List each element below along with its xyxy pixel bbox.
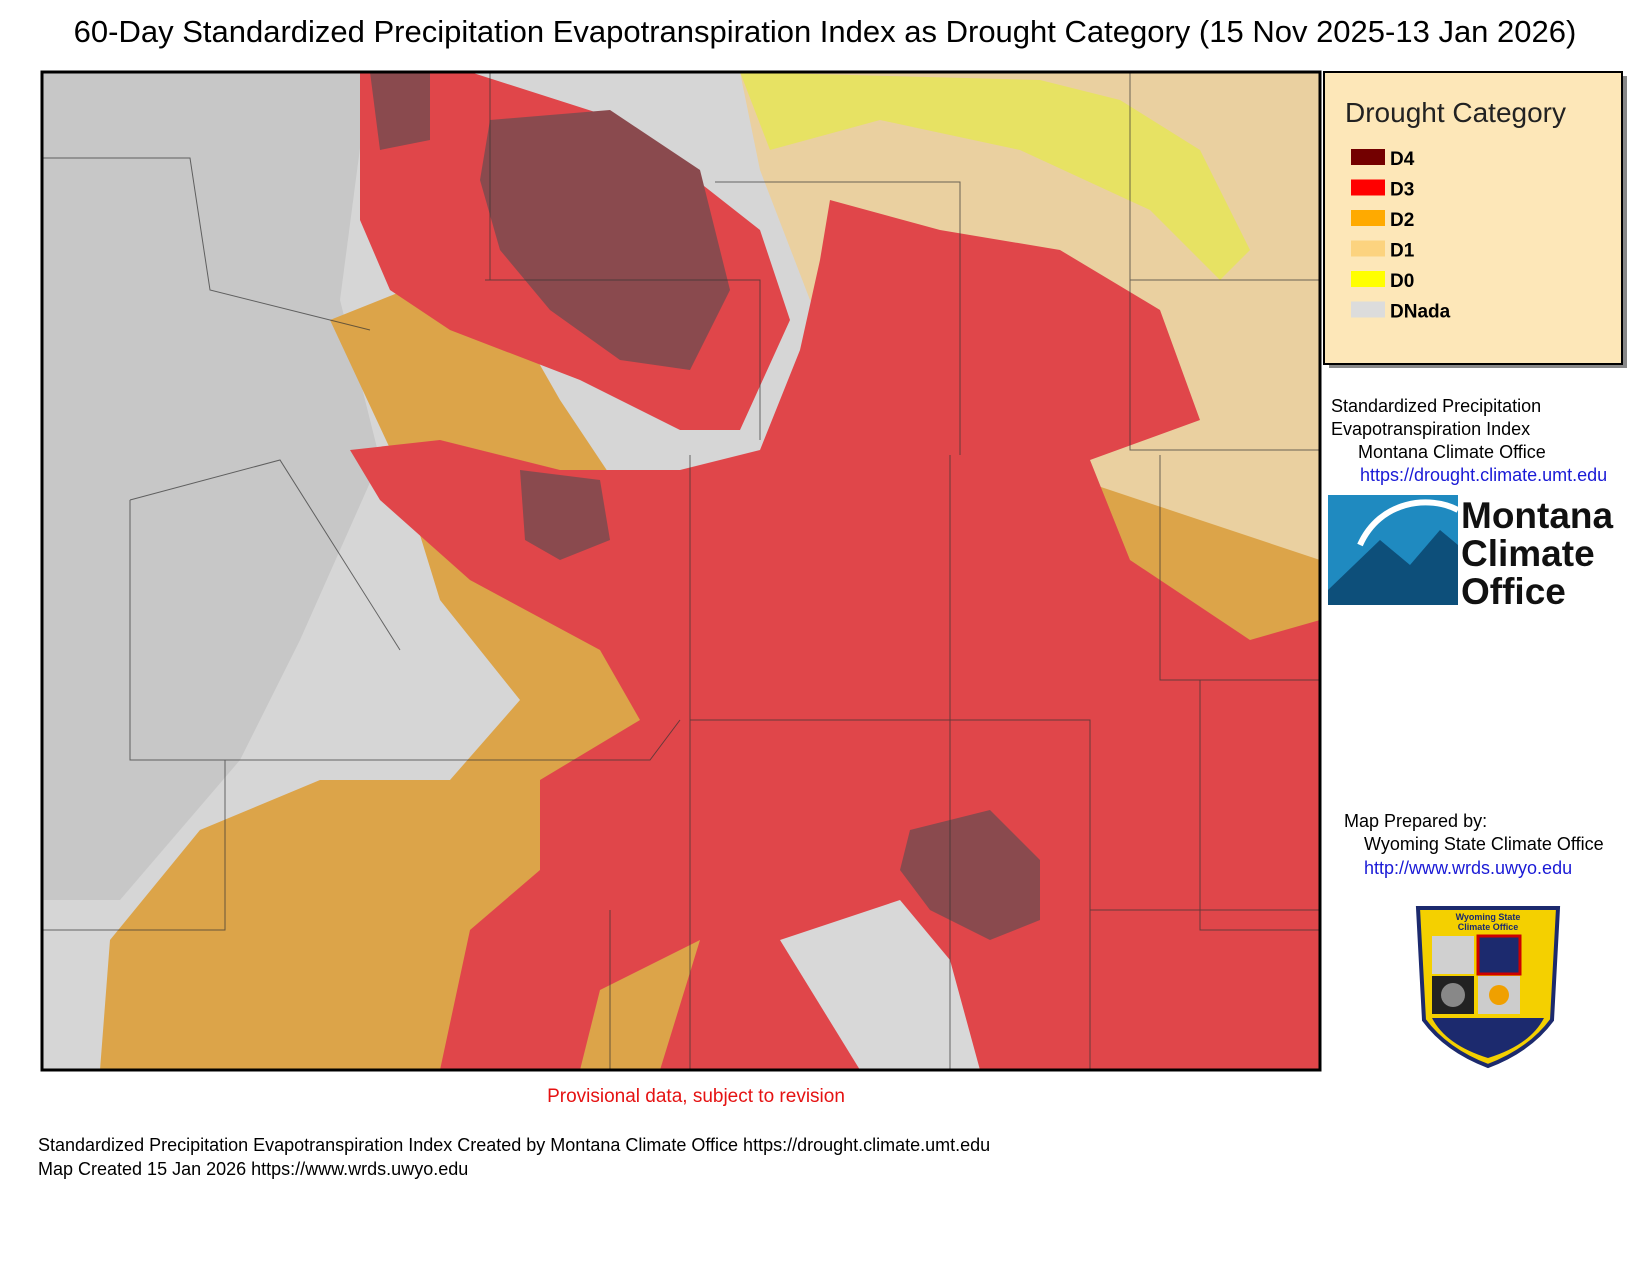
legend: Drought Category D4 D3 D2 D1 D0 DNada xyxy=(1323,71,1627,368)
legend-swatch xyxy=(1351,301,1385,318)
seal-sun xyxy=(1489,985,1509,1005)
legend-label: D0 xyxy=(1390,271,1414,292)
montana-logo: Montana Climate Office xyxy=(1328,495,1614,612)
d4-area-northwest xyxy=(370,72,430,150)
logo-text: Office xyxy=(1461,571,1566,612)
map-title: 60-Day Standardized Precipitation Evapot… xyxy=(74,14,1577,49)
legend-label: D1 xyxy=(1390,241,1415,262)
legend-label: D3 xyxy=(1390,180,1414,201)
credits: Standardized Precipitation Evapotranspir… xyxy=(1331,396,1607,485)
credit-line: Evapotranspiration Index xyxy=(1331,419,1530,439)
prepared-by: Map Prepared by: Wyoming State Climate O… xyxy=(1344,811,1604,878)
logo-swoosh xyxy=(1357,499,1460,547)
provisional-notice: Provisional data, subject to revision xyxy=(547,1086,845,1107)
credit-line: Montana Climate Office xyxy=(1358,442,1546,462)
logo-mountain xyxy=(1328,530,1458,605)
logo-text: Montana xyxy=(1461,495,1614,536)
d4-area-south xyxy=(900,810,1040,940)
wyoming-seal: Wyoming State Climate Office xyxy=(1415,906,1561,1069)
county-lines xyxy=(42,72,1320,1070)
legend-swatch xyxy=(1351,149,1385,165)
legend-items: D4 D3 D2 D1 D0 DNada xyxy=(1351,149,1451,323)
footer-line: Map Created 15 Jan 2026 https://www.wrds… xyxy=(38,1159,468,1179)
d4-area-central xyxy=(520,470,610,560)
legend-title: Drought Category xyxy=(1345,97,1566,128)
legend-label: D4 xyxy=(1390,149,1415,170)
prepared-label: Map Prepared by: xyxy=(1344,811,1487,831)
legend-swatch xyxy=(1351,240,1385,257)
logo-text: Climate xyxy=(1461,533,1595,574)
footer-line: Standardized Precipitation Evapotranspir… xyxy=(38,1135,990,1155)
seal-quadrant xyxy=(1432,936,1474,974)
d4-area-north xyxy=(480,110,730,370)
seal-text: Wyoming State xyxy=(1456,912,1521,922)
legend-swatch xyxy=(1351,179,1385,196)
credit-line: Standardized Precipitation xyxy=(1331,396,1541,416)
seal-band xyxy=(1432,1018,1544,1058)
legend-swatch xyxy=(1351,271,1385,287)
prepared-org: Wyoming State Climate Office xyxy=(1364,834,1604,854)
prepared-url: http://www.wrds.uwyo.edu xyxy=(1364,858,1572,878)
legend-label: DNada xyxy=(1390,302,1451,323)
seal-text: Climate Office xyxy=(1458,922,1519,932)
d3-area xyxy=(350,200,1320,1070)
map xyxy=(40,70,1322,1072)
legend-swatch xyxy=(1351,210,1385,226)
dnada-area-south xyxy=(780,900,980,1070)
legend-label: D2 xyxy=(1390,210,1414,231)
terrain-shade xyxy=(42,72,380,900)
seal-moon xyxy=(1441,983,1465,1007)
seal-quadrant xyxy=(1476,934,1522,976)
credit-url: https://drought.climate.umt.edu xyxy=(1360,465,1607,485)
d0-area xyxy=(740,72,1250,280)
map-frame xyxy=(40,70,1322,1072)
